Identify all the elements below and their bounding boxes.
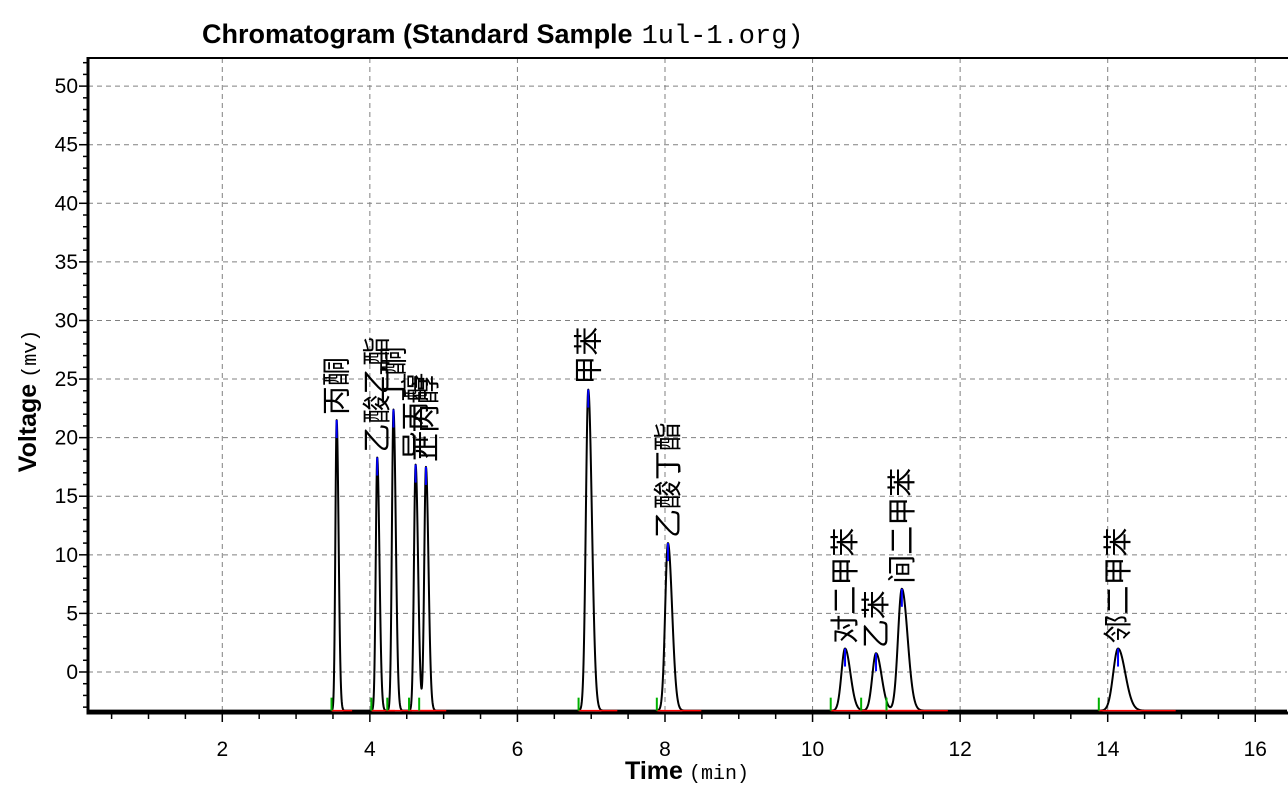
- x-axis-title: Time (min): [625, 757, 749, 785]
- x-tick-label: 12: [948, 738, 971, 761]
- y-axis-label: Voltage: [14, 384, 42, 473]
- x-tick-label: 6: [512, 738, 524, 761]
- peak-label: 邻二甲苯: [1101, 528, 1135, 644]
- peak-label: 间二甲苯: [885, 468, 919, 584]
- y-tick-label: 5: [66, 602, 78, 625]
- peak-label: 丙酮: [320, 357, 354, 415]
- y-tick-label: 40: [55, 192, 78, 215]
- y-tick-label: 25: [55, 368, 78, 391]
- tick-labels: 2 4 6 8 10 12 14 16 0 5 10 15 20 25 30 35 40 45 50: [55, 75, 1267, 761]
- peak-label: 乙酸丁酯: [651, 422, 685, 538]
- x-tick-label: 2: [216, 738, 228, 761]
- x-axis-unit: (min): [689, 763, 749, 785]
- peak-label: 乙苯: [859, 590, 893, 648]
- x-tick-label: 16: [1244, 738, 1267, 761]
- y-tick-label: 45: [55, 134, 78, 157]
- peak-label: 异丙醇: [399, 373, 433, 460]
- x-tick-label: 4: [364, 738, 376, 761]
- y-tick-label: 50: [55, 75, 78, 98]
- axes: [79, 57, 1288, 722]
- grid: [88, 58, 1287, 713]
- x-axis-label: Time: [625, 757, 683, 785]
- peak-label: 甲苯: [571, 327, 605, 385]
- y-tick-label: 35: [55, 251, 78, 274]
- y-axis-unit: (mv): [20, 330, 43, 378]
- peak-markers: [330, 389, 1176, 712]
- chart-title-filename: 1ul-1.org): [642, 22, 804, 52]
- y-tick-label: 15: [55, 485, 78, 508]
- chart-title: Chromatogram (Standard Sample 1ul-1.org): [202, 19, 804, 52]
- chart-title-text: Chromatogram (Standard Sample: [202, 19, 633, 49]
- peak-label: 乙酸乙酯: [360, 337, 394, 453]
- x-tick-label: 10: [801, 738, 824, 761]
- y-tick-label: 30: [55, 309, 78, 332]
- y-tick-label: 10: [55, 544, 78, 567]
- peak-label: 对二甲苯: [828, 528, 862, 644]
- x-tick-label: 8: [659, 738, 671, 761]
- peak-label: 丁酮: [376, 347, 410, 405]
- peak-label: 正丙醇: [409, 375, 443, 462]
- x-tick-label: 14: [1096, 738, 1120, 761]
- y-axis-title: Voltage (mv): [14, 330, 43, 472]
- y-tick-label: 0: [66, 661, 78, 684]
- y-tick-label: 20: [55, 427, 78, 450]
